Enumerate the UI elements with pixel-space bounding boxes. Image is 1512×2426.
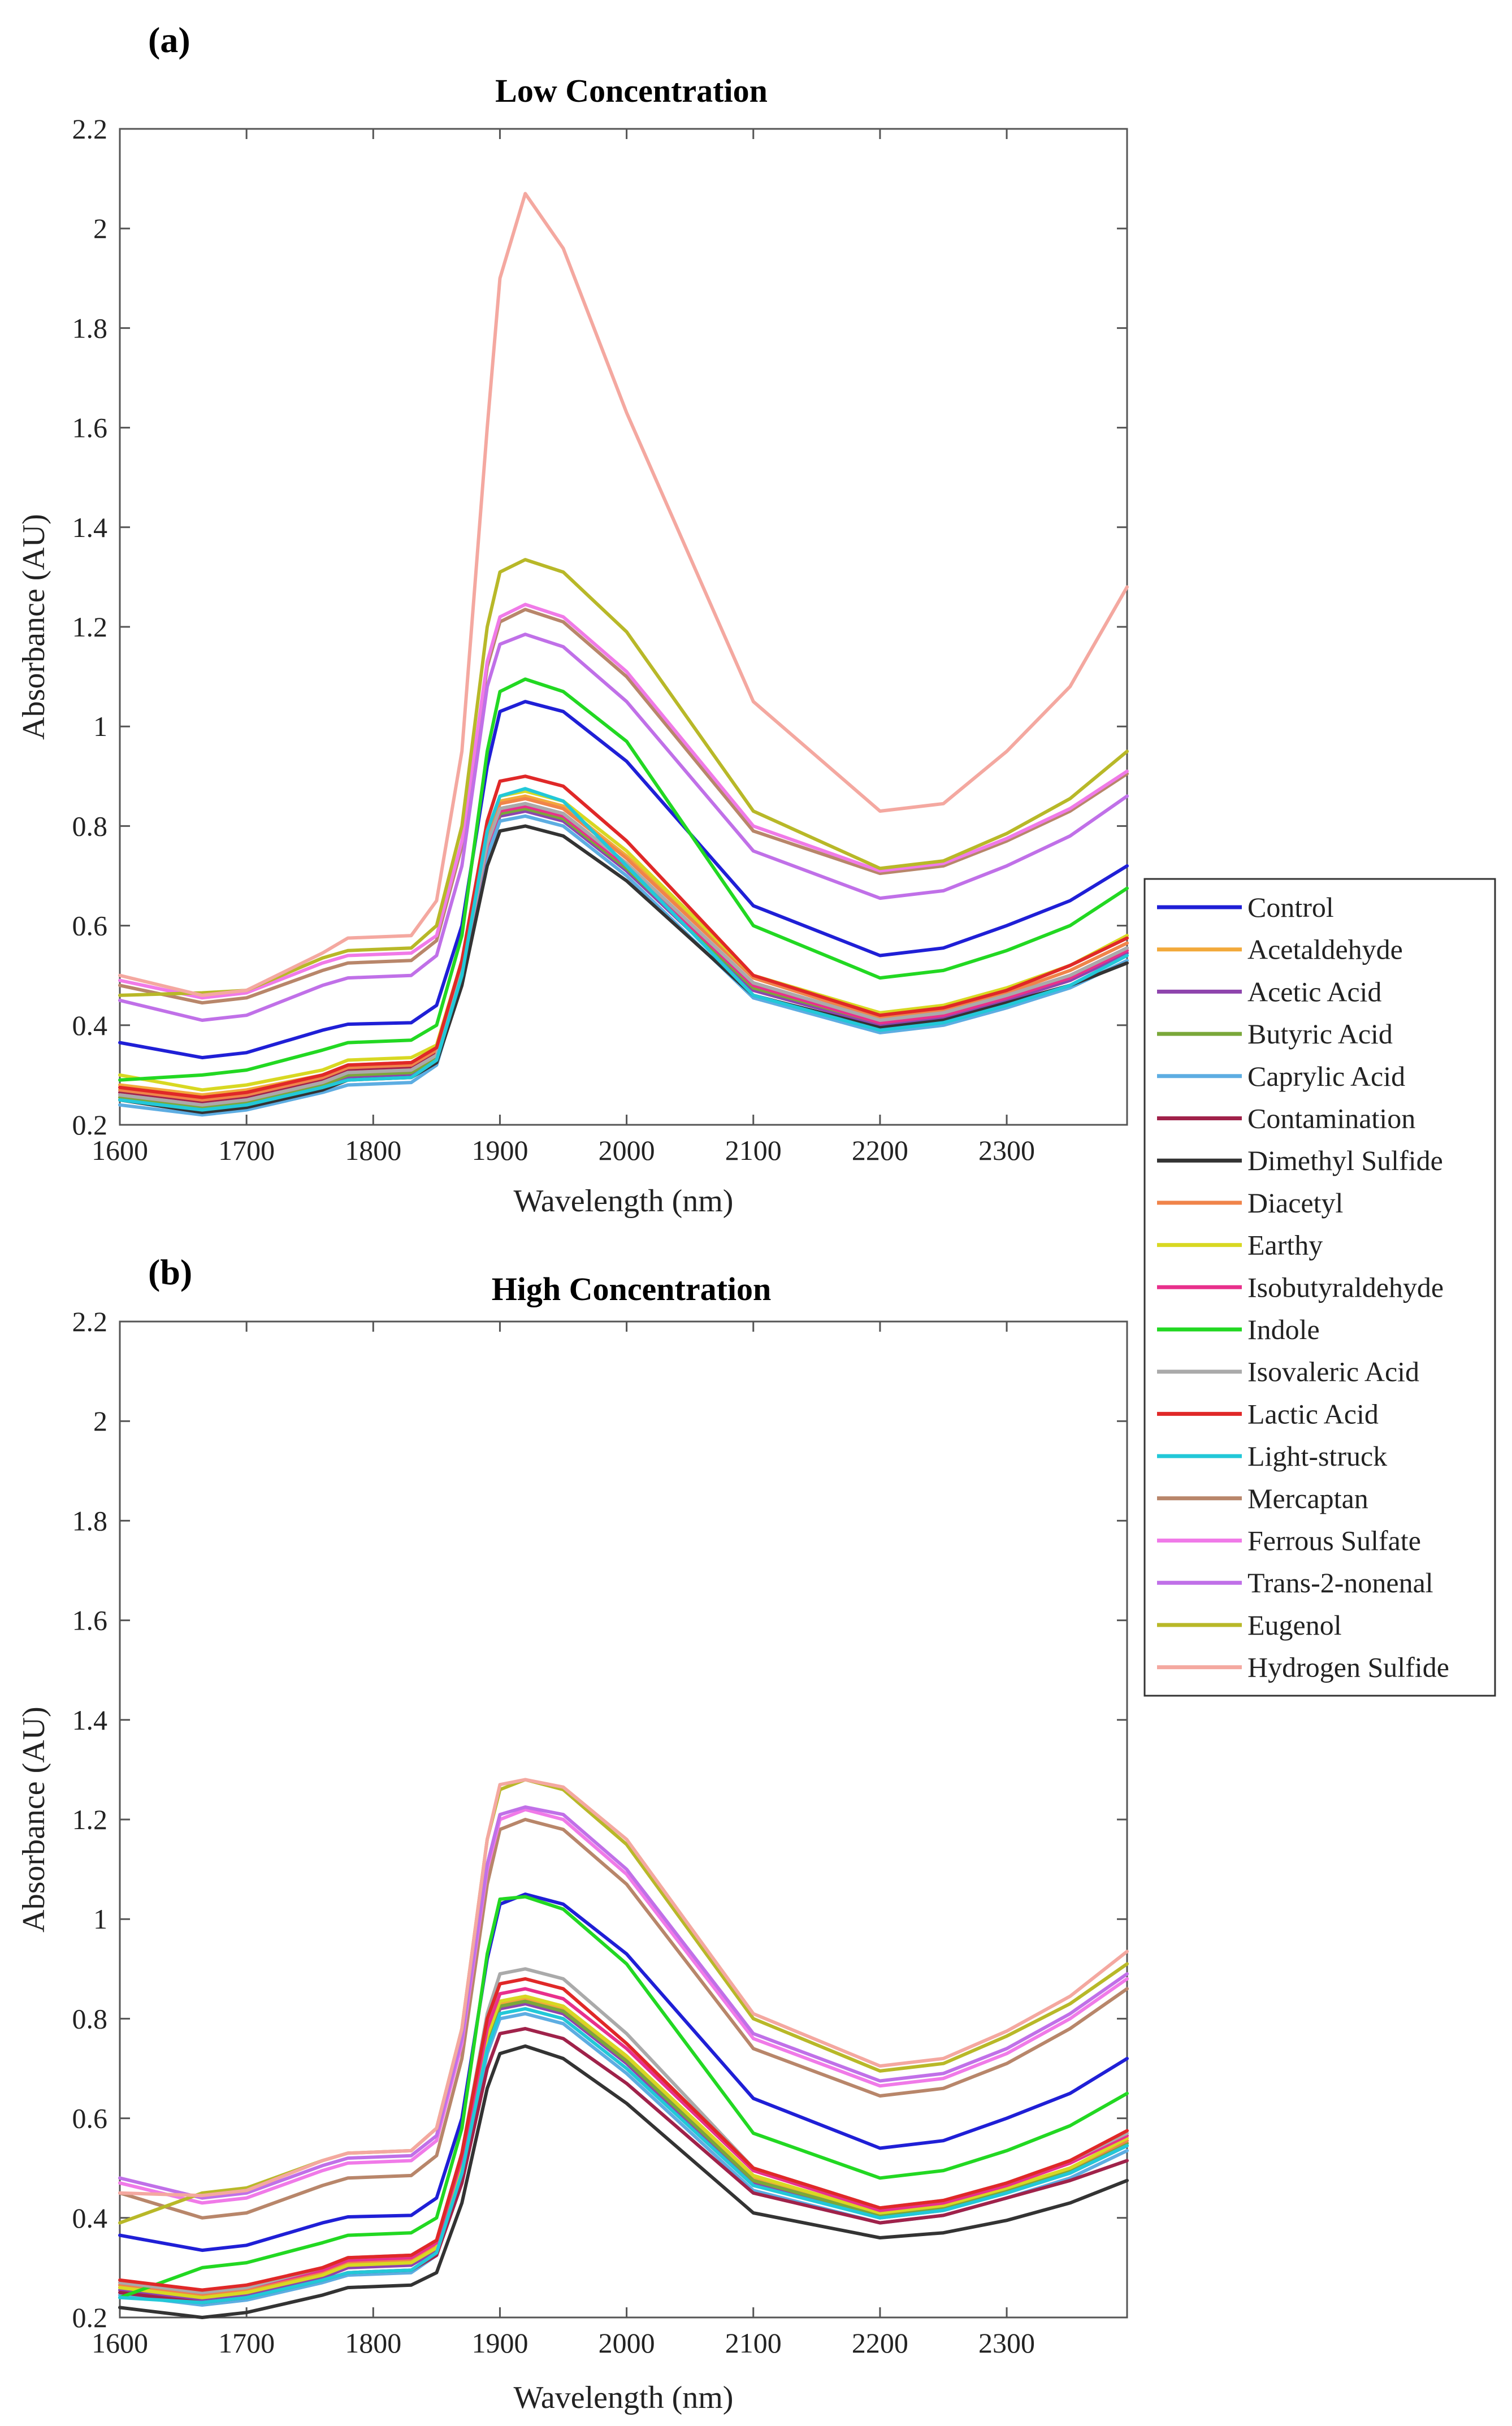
y-tick-label-b: 1.2 xyxy=(72,1804,108,1835)
series-line-isobutyraldehyde-b xyxy=(118,1987,1129,2294)
y-tick-label-a: 1 xyxy=(93,711,107,742)
series-line-hydrogen-sulfide-a xyxy=(118,192,1129,997)
y-axis-label-a: Absorbance (AU) xyxy=(16,514,51,740)
x-tick-label-b: 1800 xyxy=(345,2327,401,2359)
series-line-eugenol-a xyxy=(118,558,1129,997)
y-tick-label-b: 1 xyxy=(93,1903,107,1935)
y-tick-label-a: 1.8 xyxy=(72,312,108,344)
y-tick-label-a: 1.6 xyxy=(72,412,108,444)
x-tick-label-a: 1800 xyxy=(345,1134,401,1166)
x-tick-label-a: 1600 xyxy=(92,1134,148,1166)
chart-title-b: High Concentration xyxy=(492,1271,772,1307)
legend-label-control: Control xyxy=(1247,891,1334,923)
legend-label-earthy: Earthy xyxy=(1247,1229,1323,1261)
x-tick-label-a: 2000 xyxy=(599,1134,655,1166)
series-line-mercaptan-b xyxy=(118,1818,1129,2220)
series-line-dimethyl-sulfide-b xyxy=(118,2044,1129,2319)
legend-label-ferrous-sulfate: Ferrous Sulfate xyxy=(1247,1525,1421,1557)
y-tick-label-b: 1.4 xyxy=(72,1704,108,1736)
x-tick-label-b: 2300 xyxy=(978,2327,1035,2359)
legend-label-butyric-acid: Butyric Acid xyxy=(1247,1018,1393,1050)
panel-label-a: (a) xyxy=(148,20,190,60)
legend-label-dimethyl-sulfide: Dimethyl Sulfide xyxy=(1247,1145,1443,1176)
axes-ticks-a: 1600 1700 1800 1900 2000 2100 2200 2300 0.2 0.4 0.… xyxy=(72,113,1127,1166)
series-line-dimethyl-sulfide-a xyxy=(118,824,1129,1114)
y-tick-label-a: 1.4 xyxy=(72,512,108,543)
x-axis-label-a: Wavelength (nm) xyxy=(514,1184,734,1219)
x-tick-label-b: 2200 xyxy=(852,2327,908,2359)
series-group-b xyxy=(118,1778,1129,2319)
series-line-indole-a xyxy=(118,677,1129,1082)
y-tick-label-b: 0.4 xyxy=(72,2202,108,2234)
x-tick-label-b: 1900 xyxy=(471,2327,528,2359)
y-tick-label-b: 1.6 xyxy=(72,1605,108,1636)
series-line-ferrous-sulfate-a xyxy=(118,603,1129,1000)
legend-label-light-struck: Light-struck xyxy=(1247,1440,1387,1472)
legend-label-caprylic-acid: Caprylic Acid xyxy=(1247,1060,1405,1092)
x-tick-label-a: 2100 xyxy=(725,1134,782,1166)
series-line-indole-b xyxy=(118,1895,1129,2299)
legend-label-eugenol: Eugenol xyxy=(1247,1609,1342,1641)
series-line-lactic-acid-b xyxy=(118,1977,1129,2292)
y-tick-label-b: 0.2 xyxy=(72,2302,108,2333)
x-axis-label-b: Wavelength (nm) xyxy=(514,2380,734,2415)
legend-label-isobutyraldehyde: Isobutyraldehyde xyxy=(1247,1271,1444,1303)
chart-title-a: Low Concentration xyxy=(495,72,768,109)
y-tick-label-b: 0.6 xyxy=(72,2103,108,2134)
x-tick-label-a: 1900 xyxy=(471,1134,528,1166)
series-line-light-struck-b xyxy=(118,2007,1129,2304)
x-tick-label-a: 2200 xyxy=(852,1134,908,1166)
legend: Control Acetaldehyde Acetic Acid Butyric Ac… xyxy=(1143,878,1496,1697)
series-line-earthy-b xyxy=(118,1994,1129,2299)
legend-label-isovaleric-acid: Isovaleric Acid xyxy=(1247,1356,1419,1388)
y-tick-label-b: 1.8 xyxy=(72,1505,108,1536)
x-tick-label-b: 2000 xyxy=(599,2327,655,2359)
axes-ticks-b: 1600 1700 1800 1900 2000 2100 2200 2300 0.2 0.4 0.… xyxy=(72,1306,1127,2359)
series-line-hydrogen-sulfide-b xyxy=(118,1778,1129,2198)
y-tick-label-b: 0.8 xyxy=(72,2003,108,2034)
legend-label-diacetyl: Diacetyl xyxy=(1247,1187,1343,1219)
legend-label-hydrogen-sulfide: Hydrogen Sulfide xyxy=(1247,1652,1449,1683)
series-line-trans-2-nonenal-b xyxy=(118,1805,1129,2200)
y-tick-label-a: 0.6 xyxy=(72,910,108,942)
series-line-light-struck-a xyxy=(118,787,1129,1112)
y-tick-label-b: 2 xyxy=(93,1405,107,1437)
legend-label-acetic-acid: Acetic Acid xyxy=(1247,976,1381,1007)
series-line-trans-2-nonenal-a xyxy=(118,633,1129,1022)
y-tick-label-a: 0.4 xyxy=(72,1010,108,1041)
legend-label-mercaptan: Mercaptan xyxy=(1247,1483,1368,1514)
panel-b: (b) High Concentration 1600 1700 1800 1900 2… xyxy=(16,1252,1129,2415)
legend-label-contamination: Contamination xyxy=(1247,1103,1415,1134)
legend-label-trans-2-nonenal: Trans-2-nonenal xyxy=(1247,1567,1433,1598)
legend-label-acetaldehyde: Acetaldehyde xyxy=(1247,934,1403,965)
y-tick-label-a: 0.8 xyxy=(72,810,108,842)
series-line-caprylic-acid-a xyxy=(118,814,1129,1117)
y-tick-label-a: 2 xyxy=(93,213,107,244)
series-line-control-a xyxy=(118,700,1129,1060)
y-axis-label-b: Absorbance (AU) xyxy=(16,1706,51,1933)
legend-entries: Control Acetaldehyde Acetic Acid Butyric Ac… xyxy=(1157,891,1449,1683)
x-tick-label-b: 1600 xyxy=(92,2327,148,2359)
series-line-isovaleric-acid-a xyxy=(118,802,1129,1107)
plot-area-b xyxy=(119,1320,1128,2319)
y-tick-label-a: 1.2 xyxy=(72,611,108,643)
x-tick-label-b: 1700 xyxy=(218,2327,275,2359)
legend-label-lactic-acid: Lactic Acid xyxy=(1247,1398,1379,1429)
y-tick-label-a: 2.2 xyxy=(72,113,108,145)
series-group-a xyxy=(118,192,1129,1117)
panel-a: (a) Low Concentration 1600 1700 1800 1900 20… xyxy=(16,20,1129,1219)
y-tick-label-b: 2.2 xyxy=(72,1306,108,1337)
series-line-diacetyl-a xyxy=(118,796,1129,1102)
x-tick-label-a: 2300 xyxy=(978,1134,1035,1166)
y-tick-label-a: 0.2 xyxy=(72,1109,108,1141)
series-line-lactic-acid-a xyxy=(118,774,1129,1099)
x-tick-label-a: 1700 xyxy=(218,1134,275,1166)
panel-label-b: (b) xyxy=(148,1252,192,1292)
x-tick-label-b: 2100 xyxy=(725,2327,782,2359)
legend-label-indole: Indole xyxy=(1247,1314,1320,1345)
